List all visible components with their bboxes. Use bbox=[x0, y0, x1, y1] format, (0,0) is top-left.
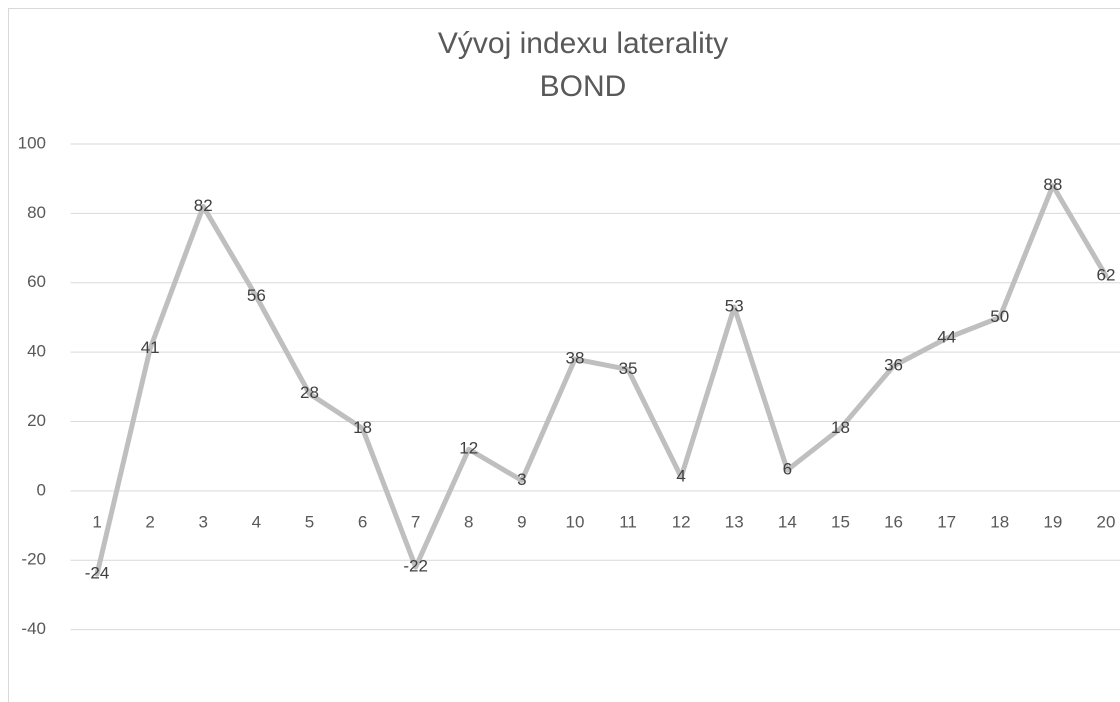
y-tick-label: 60 bbox=[27, 272, 46, 291]
x-tick-label: 8 bbox=[464, 512, 473, 531]
x-tick-label: 16 bbox=[884, 512, 903, 531]
x-tick-label: 14 bbox=[778, 512, 797, 531]
data-label: 56 bbox=[247, 286, 266, 305]
y-tick-label: 40 bbox=[27, 342, 46, 361]
data-label: 4 bbox=[676, 466, 685, 485]
chart-frame bbox=[8, 8, 1120, 702]
x-tick-label: 17 bbox=[937, 512, 956, 531]
x-tick-label: 13 bbox=[725, 512, 744, 531]
data-label: 53 bbox=[725, 297, 744, 316]
y-tick-label: -40 bbox=[21, 619, 46, 638]
x-tick-label: 5 bbox=[305, 512, 314, 531]
y-tick-label: 0 bbox=[37, 480, 46, 499]
x-tick-label: 18 bbox=[990, 512, 1009, 531]
data-label: 62 bbox=[1096, 265, 1115, 284]
data-label: 12 bbox=[459, 439, 478, 458]
y-tick-label: -20 bbox=[21, 550, 46, 569]
x-tick-label: 9 bbox=[517, 512, 526, 531]
data-label: 36 bbox=[884, 355, 903, 374]
data-label: 50 bbox=[990, 307, 1009, 326]
data-label: 28 bbox=[300, 383, 319, 402]
data-label: 41 bbox=[141, 338, 160, 357]
x-tick-label: 11 bbox=[619, 512, 637, 531]
x-tick-label: 12 bbox=[672, 512, 691, 531]
x-tick-label: 15 bbox=[831, 512, 850, 531]
data-label: 82 bbox=[194, 196, 213, 215]
x-tick-label: 7 bbox=[411, 512, 420, 531]
x-tick-label: 2 bbox=[145, 512, 154, 531]
x-tick-label: 19 bbox=[1043, 512, 1062, 531]
x-tick-label: 4 bbox=[252, 512, 261, 531]
data-label: 6 bbox=[783, 460, 792, 479]
x-tick-label: 3 bbox=[199, 512, 208, 531]
x-tick-label: 6 bbox=[358, 512, 367, 531]
data-label: 3 bbox=[517, 470, 526, 489]
y-tick-label: 80 bbox=[27, 203, 46, 222]
data-label: 38 bbox=[565, 349, 584, 368]
data-label: -24 bbox=[85, 564, 110, 583]
x-tick-label: 20 bbox=[1096, 512, 1115, 531]
data-label: 18 bbox=[353, 418, 372, 437]
data-label: 88 bbox=[1043, 175, 1062, 194]
data-label: 35 bbox=[619, 359, 638, 378]
chart-subtitle: BOND bbox=[540, 70, 627, 103]
x-tick-label: 10 bbox=[565, 512, 584, 531]
data-line bbox=[94, 183, 1109, 577]
data-label: -22 bbox=[403, 557, 428, 576]
y-tick-label: 20 bbox=[27, 411, 46, 430]
x-tick-label: 1 bbox=[92, 512, 101, 531]
data-label: 44 bbox=[937, 328, 956, 347]
y-tick-label: 100 bbox=[18, 133, 46, 152]
chart-title: Vývoj indexu laterality bbox=[438, 27, 728, 60]
data-label: 18 bbox=[831, 418, 850, 437]
